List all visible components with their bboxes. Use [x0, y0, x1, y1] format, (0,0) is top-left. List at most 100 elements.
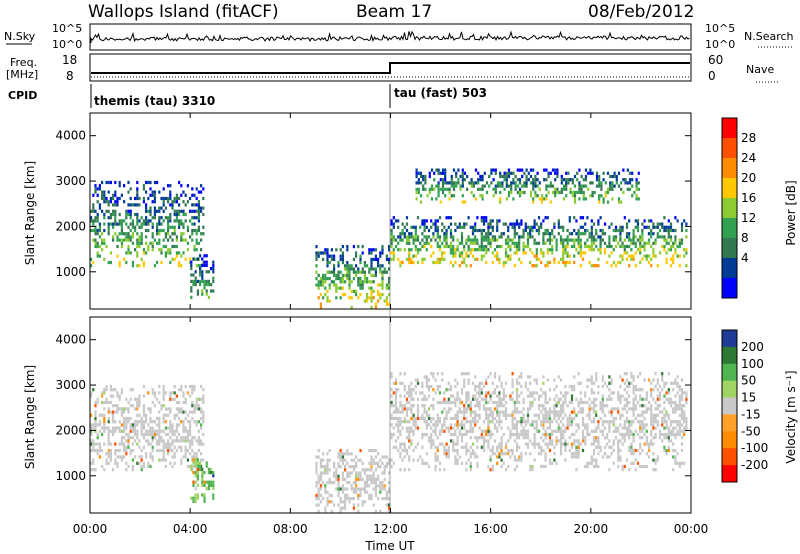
power-echo-cell — [129, 238, 132, 242]
power-echo-cell — [463, 257, 466, 261]
velocity-echo-cell — [118, 426, 121, 430]
power-echo-cell — [494, 187, 497, 191]
velocity-echo-cell — [685, 394, 688, 398]
velocity-echo-cell — [125, 439, 128, 443]
power-echo-cell — [478, 248, 481, 252]
velocity-echo-cell — [341, 461, 344, 465]
power-echo-cell — [667, 225, 670, 229]
velocity-echo-cell — [337, 503, 340, 507]
velocity-echo-cell — [515, 394, 519, 398]
velocity-echo-cell — [421, 397, 424, 401]
velocity-echo-cell — [617, 410, 620, 414]
power-echo-cell — [482, 238, 486, 242]
power-echo-cell — [415, 168, 418, 172]
velocity-echo-cell — [535, 429, 538, 433]
velocity-echo-cell — [680, 436, 684, 440]
velocity-echo-cell — [595, 413, 598, 417]
velocity-echo-cell — [465, 394, 468, 398]
power-echo-cell — [513, 235, 516, 239]
velocity-echo-cell — [533, 458, 536, 462]
velocity-echo-cell — [526, 375, 530, 379]
velocity-echo-cell — [678, 420, 681, 424]
velocity-echo-cell — [581, 436, 585, 440]
velocity-echo-cell — [447, 426, 450, 430]
power-echo-cell — [507, 235, 510, 239]
velocity-echo-cell — [162, 448, 165, 453]
velocity-echo-cell — [526, 442, 530, 446]
power-echo-cell — [158, 241, 161, 245]
power-echo-cell — [599, 235, 602, 239]
power-echo-cell — [584, 241, 587, 245]
power-echo-cell — [109, 200, 112, 204]
power-echo-cell — [540, 260, 543, 265]
power-echo-cell — [630, 241, 633, 245]
velocity-echo-cell — [405, 448, 409, 453]
velocity-echo-cell — [599, 407, 602, 411]
velocity-echo-cell — [559, 429, 563, 433]
velocity-echo-cell — [500, 445, 503, 449]
power-echo-cell — [520, 235, 523, 239]
velocity-echo-cell — [120, 455, 123, 459]
velocity-echo-cell — [623, 439, 626, 443]
velocity-echo-cell — [502, 410, 505, 414]
power-echo-cell — [94, 238, 97, 242]
velocity-echo-cell — [434, 455, 437, 459]
power-echo-cell — [140, 216, 143, 220]
power-echo-cell — [129, 209, 132, 213]
velocity-echo-cell — [537, 442, 541, 446]
power-echo-cell — [524, 222, 527, 226]
freq-tick-top: 18 — [62, 53, 77, 67]
power-echo-cell — [656, 232, 659, 236]
velocity-echo-cell — [610, 397, 613, 401]
power-echo-cell — [485, 232, 488, 236]
power-echo-cell — [656, 264, 659, 268]
velocity-echo-cell — [555, 394, 558, 398]
velocity-echo-cell — [513, 439, 516, 443]
power-echo-cell — [417, 187, 420, 191]
velocity-echo-cell — [408, 391, 411, 395]
power-echo-cell — [488, 184, 491, 188]
power-echo-cell — [381, 245, 384, 249]
velocity-echo-cell — [394, 397, 398, 401]
power-echo-cell — [643, 244, 646, 249]
velocity-echo-cell — [630, 445, 633, 449]
velocity-echo-cell — [458, 410, 461, 414]
velocity-echo-cell — [195, 420, 198, 424]
power-echo-cell — [147, 219, 150, 223]
velocity-echo-cell — [410, 442, 413, 446]
power-echo-cell — [330, 257, 333, 261]
velocity-echo-cell — [399, 400, 402, 405]
velocity-echo-cell — [628, 394, 631, 398]
power-echo-cell — [149, 206, 152, 210]
velocity-echo-cell — [410, 388, 413, 392]
power-echo-cell — [202, 232, 205, 236]
velocity-echo-cell — [169, 429, 172, 433]
velocity-echo-cell — [555, 384, 558, 389]
velocity-echo-cell — [120, 423, 123, 427]
velocity-echo-cell — [191, 439, 194, 443]
power-echo-cell — [505, 174, 508, 179]
velocity-echo-cell — [173, 452, 176, 456]
velocity-echo-cell — [570, 432, 574, 437]
velocity-echo-cell — [447, 410, 450, 414]
power-echo-cell — [173, 244, 176, 249]
velocity-echo-cell — [184, 448, 187, 453]
velocity-echo-cell — [643, 442, 646, 446]
velocity-echo-cell — [158, 429, 161, 433]
velocity-echo-cell — [438, 384, 442, 389]
power-echo-cell — [169, 212, 172, 217]
velocity-echo-cell — [142, 436, 145, 440]
velocity-echo-cell — [559, 397, 563, 401]
power-echo-cell — [195, 264, 198, 268]
velocity-echo-cell — [399, 394, 402, 398]
power-echo-cell — [609, 184, 612, 188]
power-echo-cell — [416, 251, 420, 255]
power-echo-cell — [190, 263, 193, 267]
velocity-echo-cell — [619, 375, 622, 379]
power-echo-cell — [588, 260, 591, 265]
nsearch-tick-top: 10^5 — [705, 22, 735, 35]
power-echo-cell — [503, 178, 506, 182]
power-echo-cell — [612, 235, 615, 239]
velocity-echo-cell — [553, 445, 556, 449]
